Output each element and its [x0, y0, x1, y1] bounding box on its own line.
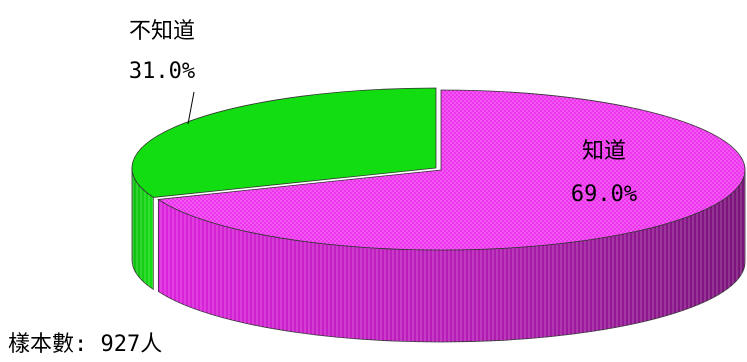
sample-size-label: 樣本數:: [8, 332, 88, 357]
slice-percent-unknown: 31.0%: [129, 59, 195, 84]
slice-label-know: 知道: [582, 139, 626, 164]
slice-top-unknown: [131, 87, 437, 198]
slice-leader-line: [187, 91, 195, 125]
slice-top-know: [157, 89, 746, 251]
slice-label-unknown: 不知道: [129, 19, 195, 44]
slice-side-texture-unknown: [132, 168, 154, 290]
sample-size-value: 927人: [100, 332, 163, 357]
slice-side-texture-know: [158, 170, 745, 342]
sample-size-note: 樣本數: 927人: [8, 326, 162, 358]
slice-percent-know: 69.0%: [571, 182, 637, 207]
